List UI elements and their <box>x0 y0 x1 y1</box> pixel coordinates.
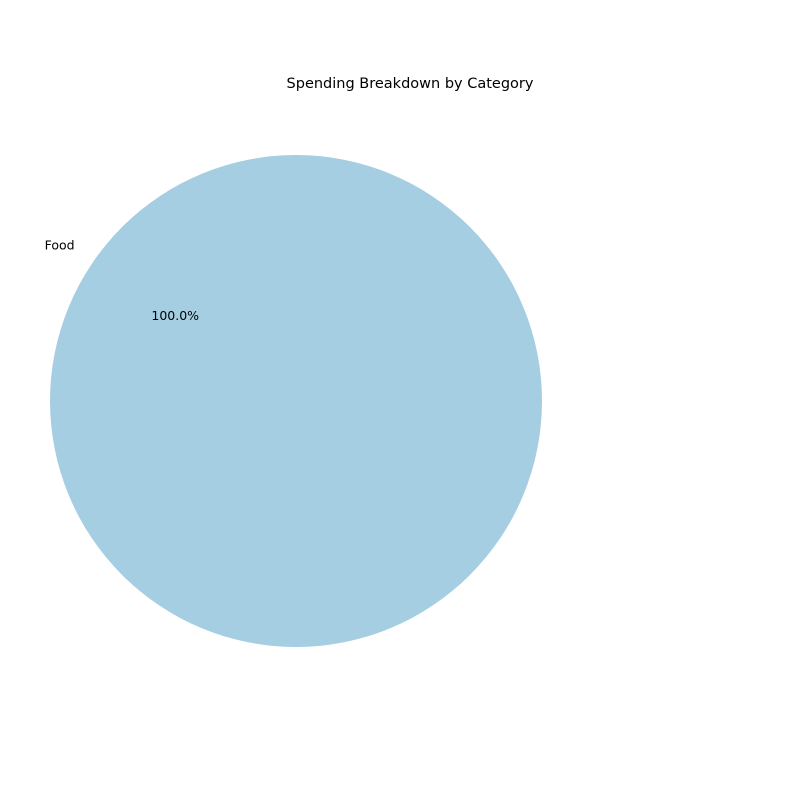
pie-labels: Food 100.0% <box>45 237 200 323</box>
pie-slice-food <box>50 155 542 647</box>
slice-label-food: Food <box>45 237 75 252</box>
slice-percent-food: 100.0% <box>151 308 199 323</box>
chart-title: Spending Breakdown by Category <box>287 76 534 92</box>
pie-slices <box>50 155 542 647</box>
